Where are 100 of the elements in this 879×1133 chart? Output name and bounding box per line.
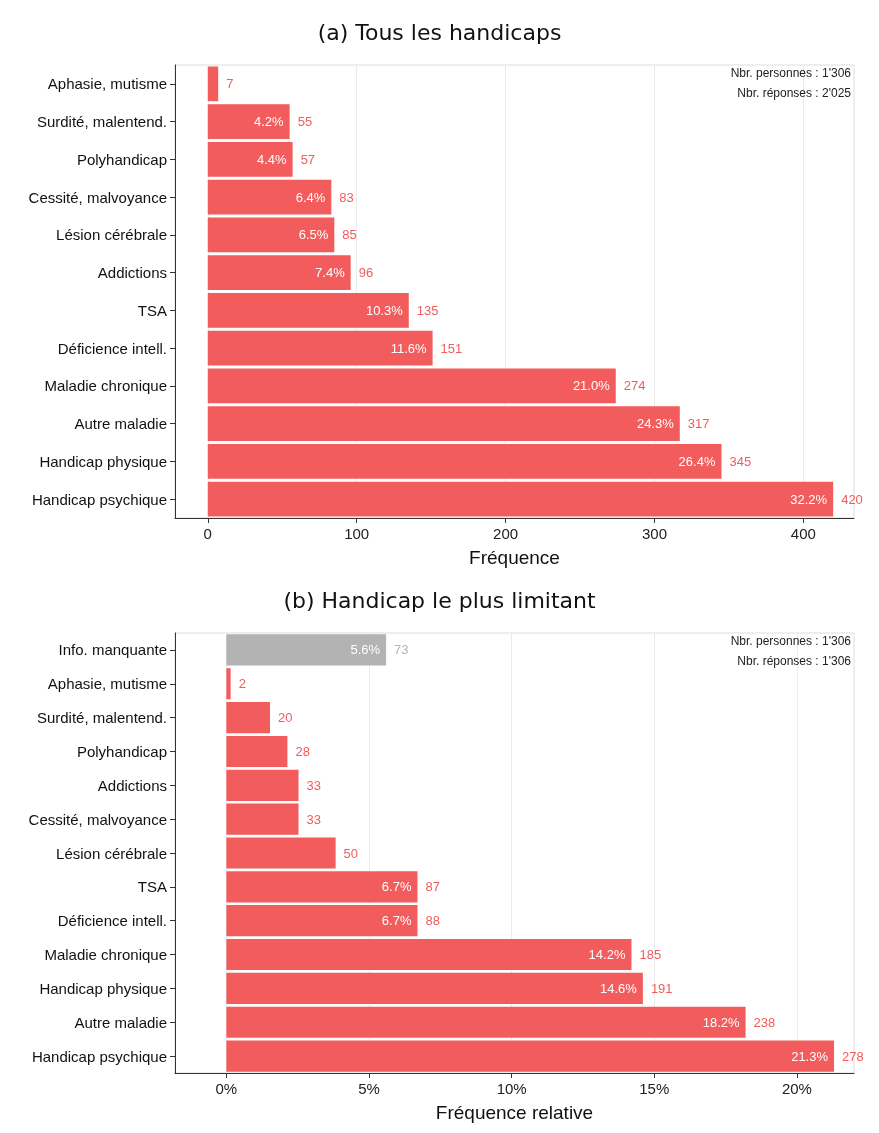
y-tick-label: Polyhandicap [76,742,167,760]
annotation: 32.2% [790,491,828,507]
x-tick-label: 0 [203,525,212,542]
bar [207,255,351,290]
bar [226,938,632,971]
y-tick-label: Info. manquante [58,641,167,659]
bar [207,104,290,139]
data-label: 57 [300,151,316,167]
data-label: 14.6% [600,980,638,996]
data-label: 14.2% [588,947,626,963]
data-label: 151 [440,340,463,356]
annotation: Nbr. réponses : 1'306 [737,654,852,668]
annotation: 24.3% [636,416,675,432]
data-label: 55 [297,114,313,130]
bar [226,905,418,937]
y-tick-label: Autre maladie [74,1013,167,1031]
data-label: 5.6% [350,642,381,658]
annotation: 11.6% [390,340,428,356]
data-label: 83 [339,189,354,205]
annotation: Nbr. personnes : 1'306 [730,634,852,648]
annotation: 6.4% [295,189,326,205]
bar [226,668,231,700]
x-tick-label: 0% [215,1080,238,1097]
y-tick-label: Handicap psychique [31,490,167,508]
y-tick-label: Aphasie, mutisme [47,75,167,93]
y-tick-label: Déficience intell. [57,912,167,930]
y-tick-label: Maladie chronique [44,946,167,964]
bar [226,1006,746,1038]
annotation: 7.4% [315,265,346,281]
annotation: 6.5% [298,227,329,243]
chart-title: (a) Tous les handicaps [317,19,562,45]
y-tick-label: Cessité, malvoyance [28,188,167,206]
annotation: 87 [425,879,440,895]
bar [226,871,418,903]
annotation: 33 [306,811,321,827]
annotation: 50 [343,845,359,861]
bar [207,179,332,215]
bar [207,142,293,177]
x-tick-label: 10% [496,1080,527,1097]
annotation: 73 [394,642,409,658]
annotation: 88 [425,913,440,929]
data-label: 21.3% [791,1048,829,1064]
x-tick-label: 200 [493,525,519,542]
data-label: 317 [687,416,710,432]
bar [226,634,387,666]
y-tick-label: Polyhandicap [76,150,167,168]
y-tick-label: Surdité, malentend. [36,113,167,131]
annotation: Nbr. réponses : 2'025 [737,86,852,100]
data-label: 85 [342,227,357,243]
x-axis-title: Fréquence relative [435,1102,594,1123]
x-axis-title: Fréquence [469,547,560,568]
y-tick-label: Lésion cérébrale [56,844,167,862]
bar [226,702,270,734]
bar [226,1040,835,1072]
x-tick-label: 20% [781,1080,812,1097]
annotation: 191 [650,980,673,996]
y-tick-label: Handicap physique [39,452,167,470]
annotation: 28 [295,743,310,759]
data-label: 6.7% [381,879,412,895]
data-label: 135 [416,302,439,318]
data-label: 6.7% [381,913,412,929]
x-tick-label: 300 [641,525,667,542]
annotation: 4.2% [254,114,285,130]
y-tick-label: Handicap psychique [31,1047,167,1065]
data-label: 96 [358,265,374,281]
y-tick-label: TSA [137,301,167,319]
bar [226,972,643,1004]
bar [226,837,336,869]
y-tick-label: Déficience intell. [57,339,167,357]
bar [226,803,299,835]
x-tick-label: 15% [639,1080,670,1097]
bar [207,293,409,328]
annotation: 278 [842,1048,864,1064]
y-tick-label: Aphasie, mutisme [47,675,167,693]
y-tick-label: TSA [137,878,167,896]
data-label: 345 [729,453,752,469]
y-tick-label: Lésion cérébrale [56,226,167,244]
data-label: 18.2% [702,1014,741,1030]
y-tick-label: Maladie chronique [44,377,167,395]
annotation: 20 [278,710,293,726]
annotation: 21.0% [572,378,611,394]
annotation: 185 [639,947,662,963]
annotation: 4.4% [256,151,288,167]
x-tick-label: 5% [358,1080,380,1097]
bar [207,66,219,102]
chart-title: (b) Handicap le plus limitant [283,587,597,613]
annotation: 33 [306,777,321,793]
annotation: 238 [753,1014,776,1030]
annotation: Nbr. personnes : 1'306 [730,66,852,80]
x-tick-label: 100 [344,525,370,542]
y-tick-label: Addictions [97,776,167,794]
y-tick-label: Cessité, malvoyance [28,810,167,828]
bar [207,217,335,253]
data-label: 274 [623,378,646,394]
annotation: 10.3% [365,302,404,318]
y-tick-label: Handicap physique [39,979,167,997]
data-label: 7 [226,76,234,92]
y-tick-label: Addictions [97,264,167,282]
data-label: 420 [841,491,863,507]
y-tick-label: Autre maladie [74,415,167,433]
